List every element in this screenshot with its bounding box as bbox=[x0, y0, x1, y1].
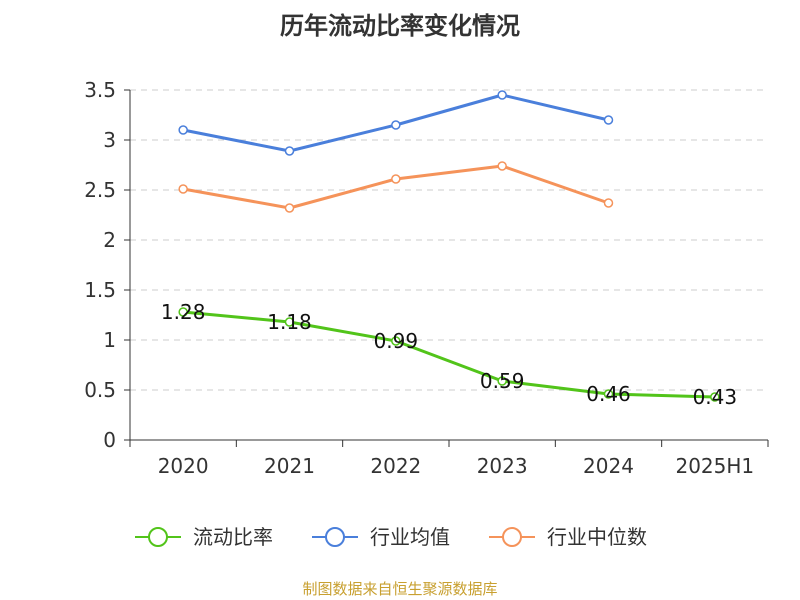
x-tick-label-0: 2020 bbox=[158, 454, 209, 478]
y-tick-label-2: 1 bbox=[103, 328, 116, 352]
series-1-point-0 bbox=[178, 125, 188, 135]
legend-swatch-marker-1 bbox=[325, 527, 345, 547]
series-1-point-3 bbox=[497, 90, 507, 100]
y-tick-label-3: 1.5 bbox=[84, 278, 116, 302]
x-tick-label-5: 2025H1 bbox=[675, 454, 754, 478]
y-tick-label-1: 0.5 bbox=[84, 378, 116, 402]
series-0-point-1 bbox=[284, 317, 295, 327]
grid bbox=[130, 89, 768, 391]
y-tick-label-0: 0 bbox=[103, 428, 116, 452]
data-label-1: 1.18 bbox=[267, 310, 312, 334]
legend-swatch-marker-2 bbox=[502, 527, 522, 547]
source-note: 制图数据来自恒生聚源数据库 bbox=[302, 580, 497, 598]
data-label-3: 0.59 bbox=[480, 369, 525, 393]
series-2-point-2 bbox=[391, 174, 401, 184]
data-label-5: 0.43 bbox=[693, 385, 738, 409]
legend-label-2: 行业中位数 bbox=[547, 525, 647, 549]
y-tick-label-5: 2.5 bbox=[84, 178, 116, 202]
chart-title: 历年流动比率变化情况 bbox=[280, 12, 520, 40]
series-2-point-3 bbox=[497, 161, 507, 171]
axes: 0 0.5 1 1.5 2 2.5 3 3.5 2020 2021 2022 2023 2024 2025… bbox=[84, 78, 769, 478]
series-1-point-2 bbox=[391, 120, 401, 130]
data-label-4: 0.46 bbox=[586, 382, 631, 406]
series-0-point-5 bbox=[710, 392, 720, 402]
legend: 流动比率 行业均值 行业中位数 bbox=[135, 525, 647, 549]
series-line-2 bbox=[182, 164, 609, 210]
legend-swatch-marker-0 bbox=[148, 527, 168, 547]
y-tick-label-6: 3 bbox=[103, 128, 116, 152]
data-label-0: 1.28 bbox=[161, 300, 206, 324]
y-tick-label-4: 2 bbox=[103, 228, 116, 252]
series-lines bbox=[178, 90, 720, 402]
series-2-point-0 bbox=[178, 184, 188, 194]
x-tick-label-1: 2021 bbox=[264, 454, 315, 478]
y-tick-label-7: 3.5 bbox=[84, 78, 116, 102]
series-0-point-2 bbox=[391, 336, 401, 346]
series-2-point-1 bbox=[284, 203, 295, 213]
x-tick-label-3: 2023 bbox=[477, 454, 528, 478]
data-labels: 1.28 1.18 0.99 0.59 0.46 0.43 bbox=[161, 300, 737, 409]
series-1-point-1 bbox=[284, 146, 295, 156]
legend-label-1: 行业均值 bbox=[370, 525, 450, 549]
legend-label-0: 流动比率 bbox=[193, 525, 273, 549]
series-1-point-4 bbox=[603, 115, 614, 125]
series-0-point-0 bbox=[178, 307, 188, 317]
series-2-point-4 bbox=[603, 198, 614, 208]
series-line-0 bbox=[183, 310, 715, 399]
data-label-2: 0.99 bbox=[374, 329, 419, 353]
x-tick-label-4: 2024 bbox=[583, 454, 634, 478]
series-0-point-4 bbox=[603, 389, 614, 399]
x-tick-label-2: 2022 bbox=[370, 454, 421, 478]
series-0-point-3 bbox=[497, 376, 507, 386]
